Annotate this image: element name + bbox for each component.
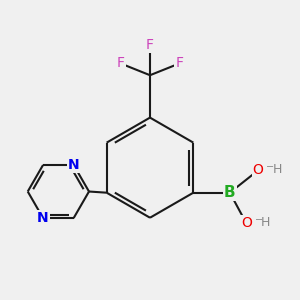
Text: F: F <box>146 38 154 52</box>
Text: N: N <box>37 211 49 225</box>
Text: H: H <box>260 216 270 229</box>
Text: F: F <box>117 56 124 70</box>
Text: O: O <box>253 163 264 177</box>
Text: F: F <box>176 56 183 70</box>
Text: −: − <box>266 162 274 172</box>
Text: H: H <box>272 163 282 176</box>
Text: O: O <box>241 216 252 230</box>
Text: B: B <box>224 185 236 200</box>
Text: −: − <box>255 215 263 225</box>
Text: N: N <box>68 158 80 172</box>
